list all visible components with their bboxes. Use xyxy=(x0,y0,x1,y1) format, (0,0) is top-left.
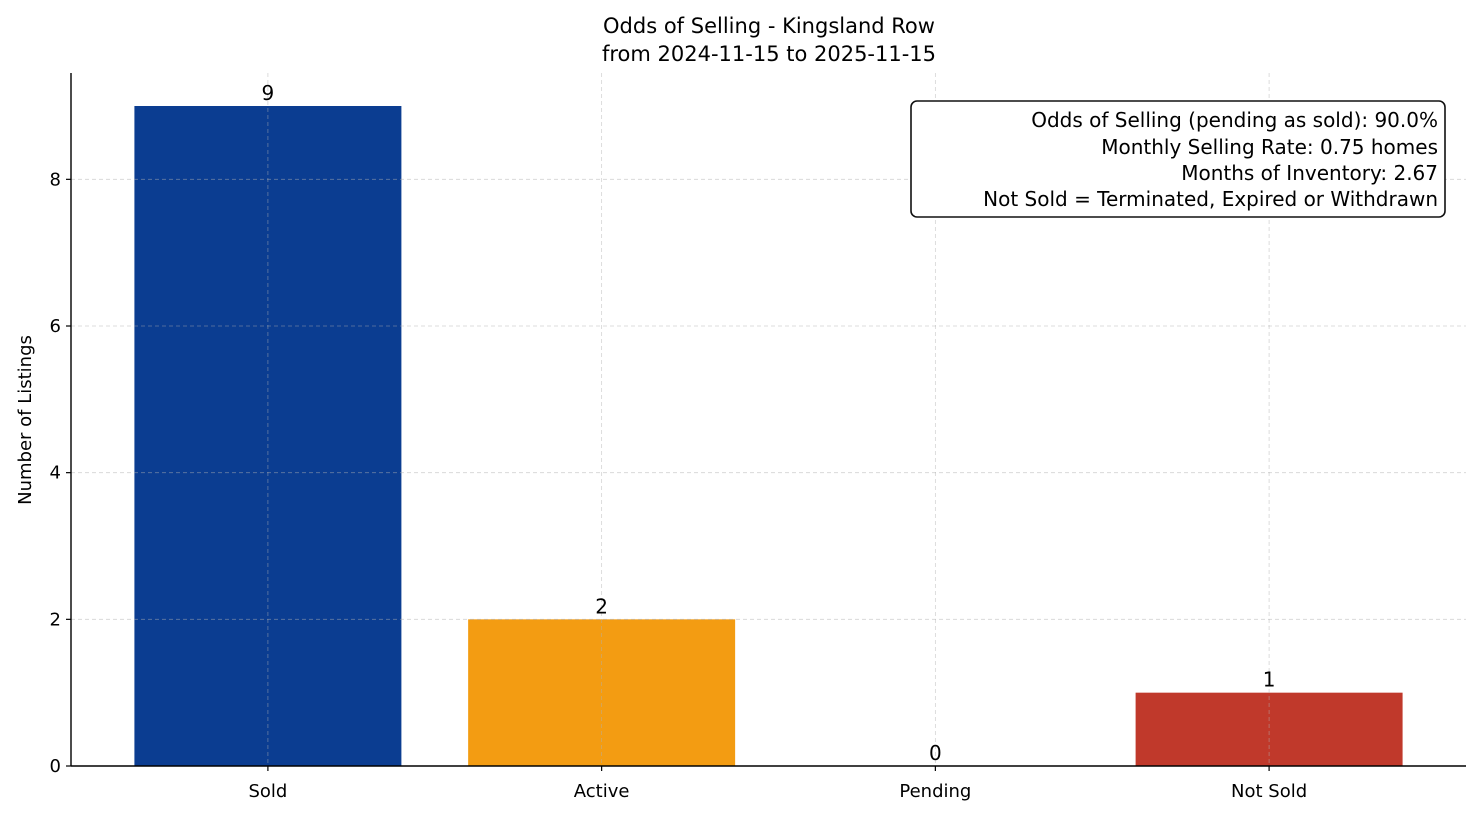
y-tick-label: 0 xyxy=(50,756,61,777)
x-tick-label: Sold xyxy=(248,781,287,802)
annotation-line-1: Odds of Selling (pending as sold): 90.0% xyxy=(1031,108,1438,132)
x-tick-label: Not Sold xyxy=(1231,781,1307,802)
y-tick-label: 8 xyxy=(50,169,61,190)
data-label: 2 xyxy=(595,594,608,618)
data-label: 0 xyxy=(929,741,942,765)
y-tick-label: 6 xyxy=(50,316,61,337)
x-tick-label: Pending xyxy=(899,781,971,802)
labels-group: Sold 9 Active 2 Pending 0 Not Sold 1 0 2 4 6 8 xyxy=(50,81,1308,802)
data-label: 1 xyxy=(1263,668,1276,692)
y-tick-label: 2 xyxy=(50,609,61,630)
annotation-line-2: Monthly Selling Rate: 0.75 homes xyxy=(1101,135,1438,159)
bar-sold xyxy=(134,106,402,766)
y-tick-label: 4 xyxy=(50,463,61,484)
data-label: 9 xyxy=(262,81,275,105)
chart-subtitle: from 2024-11-15 to 2025-11-15 xyxy=(602,42,936,66)
y-axis-label: Number of Listings xyxy=(15,335,36,505)
x-tick-label: Active xyxy=(574,781,630,802)
annotation-box: Odds of Selling (pending as sold): 90.0%… xyxy=(910,100,1446,218)
annotation-frame xyxy=(910,100,1446,218)
annotation-line-4: Not Sold = Terminated, Expired or Withdr… xyxy=(983,187,1438,211)
annotation-line-3: Months of Inventory: 2.67 xyxy=(1181,161,1438,185)
chart-title: Odds of Selling - Kingsland Row xyxy=(603,14,935,38)
axes-group xyxy=(66,73,1466,771)
